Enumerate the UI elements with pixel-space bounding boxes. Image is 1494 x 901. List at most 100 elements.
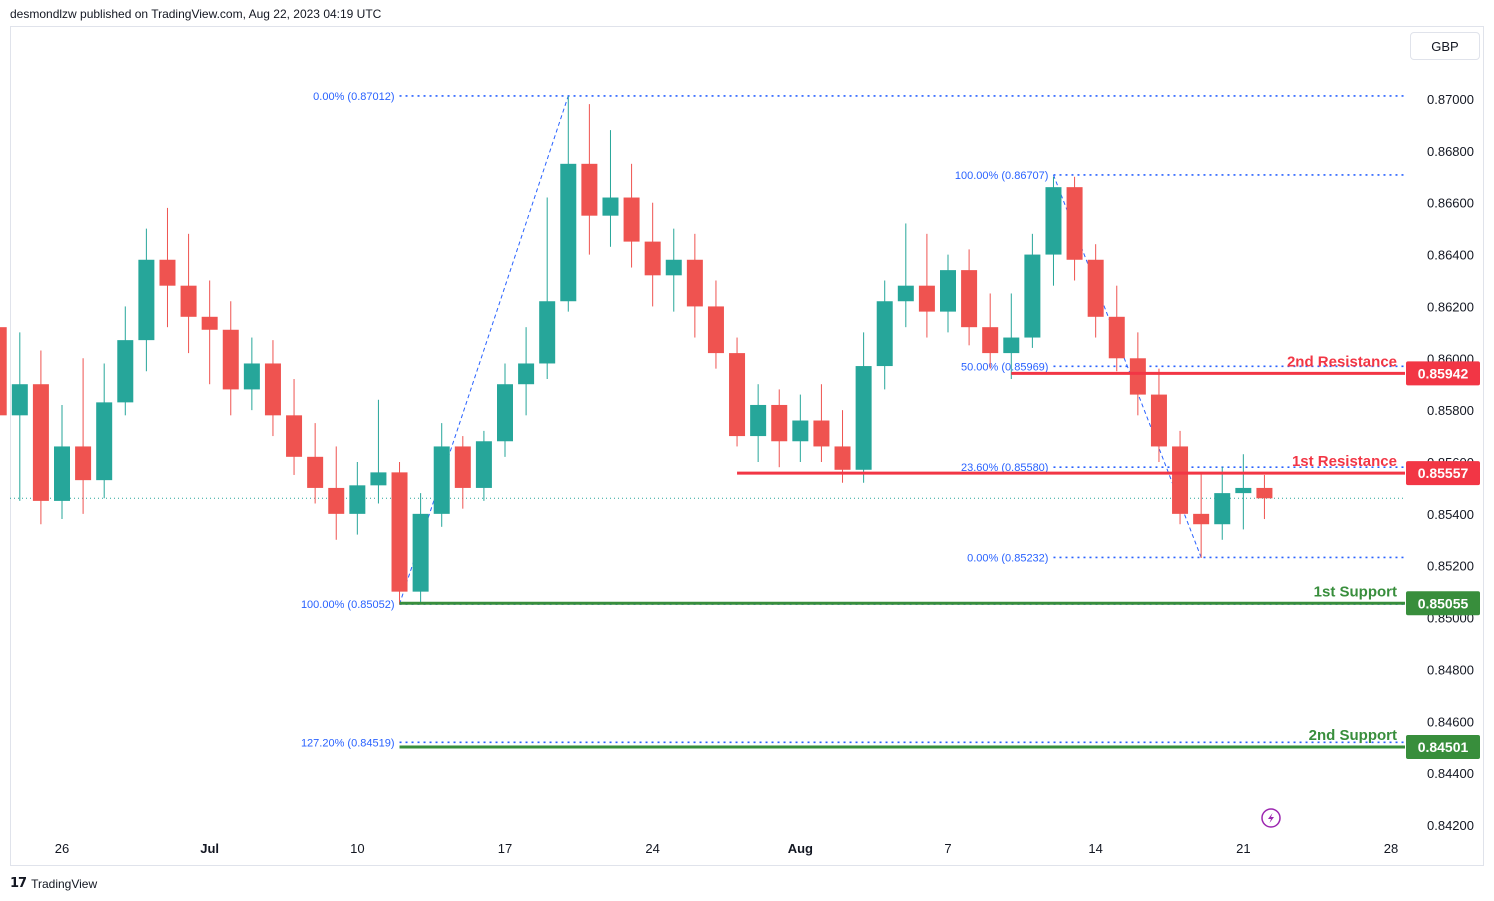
candle-body <box>1045 187 1062 255</box>
fib-level-label: 100.00% (0.86707) <box>955 170 1049 182</box>
candle-body <box>11 384 28 416</box>
level-label: 1st Support <box>1314 583 1397 600</box>
x-tick-label: 7 <box>944 841 951 856</box>
y-tick-label: 0.84400 <box>1427 766 1474 781</box>
candle-body <box>222 329 239 390</box>
candle-body <box>623 197 640 242</box>
time-axis: 26 Jul 10 17 24 Aug 7 14 21 28 <box>55 841 1398 856</box>
candle-body <box>117 340 134 403</box>
price-tag <box>1406 461 1480 486</box>
candle-body <box>264 363 281 416</box>
x-tick-label: 21 <box>1236 841 1250 856</box>
candle-body <box>707 306 724 354</box>
x-tick-label: 17 <box>498 841 512 856</box>
footer: 17 TradingView <box>10 876 97 891</box>
candle-body <box>1172 446 1189 514</box>
candle-body <box>96 402 113 481</box>
candle-body <box>0 327 7 416</box>
candle-body <box>771 404 788 442</box>
x-tick-label: 24 <box>645 841 659 856</box>
candle-body <box>876 301 893 367</box>
x-tick-label: Aug <box>788 841 813 856</box>
candle-body <box>307 456 324 488</box>
candle-body <box>412 513 429 592</box>
price-tag <box>1406 734 1480 759</box>
x-tick-label: 10 <box>350 841 364 856</box>
candles <box>0 96 1273 605</box>
chart-frame <box>10 26 1484 866</box>
candle-body <box>918 285 935 312</box>
publish-info: desmondlzw published on TradingView.com,… <box>10 7 382 21</box>
candle-body <box>602 197 619 216</box>
x-tick-label: 26 <box>55 841 69 856</box>
candle-body <box>243 363 260 390</box>
tradingview-logo-icon[interactable]: 17 <box>10 876 27 891</box>
candle-body <box>1024 254 1041 338</box>
candle-body <box>1003 337 1020 354</box>
candle-body <box>349 485 366 514</box>
candle-body <box>665 259 682 276</box>
candle-body <box>497 384 513 442</box>
fib-lines: 0.00% (0.87012) 100.00% (0.85052) 127.20% … <box>10 91 1405 749</box>
candle-body <box>475 441 492 488</box>
candle-body <box>1235 487 1252 494</box>
candle-body <box>834 446 851 470</box>
candle-body <box>159 259 176 286</box>
fib-level-label: 127.20% (0.84519) <box>301 737 395 749</box>
sr-levels: 2nd Resistance 1st Resistance 1st Support 2… <box>399 353 1405 749</box>
fib-level-label: 0.00% (0.87012) <box>313 91 394 103</box>
candle-body <box>138 259 155 341</box>
candle-body <box>1256 487 1273 499</box>
candle-body <box>180 285 197 317</box>
flash-icon[interactable] <box>1261 808 1281 828</box>
y-tick-label: 0.84600 <box>1427 714 1474 729</box>
brand-name[interactable]: TradingView <box>31 876 98 891</box>
candle-body <box>813 420 830 447</box>
candle-body <box>897 285 914 302</box>
y-tick-label: 0.84200 <box>1427 818 1474 833</box>
candle-body <box>792 420 809 442</box>
price-tag-label: 0.84501 <box>1418 739 1469 755</box>
candle-body <box>1087 259 1104 317</box>
candle-body <box>961 270 978 328</box>
candle-body <box>1108 316 1125 359</box>
y-tick-label: 0.84800 <box>1427 662 1474 677</box>
candle-body <box>75 446 92 481</box>
candle-body <box>286 415 303 457</box>
candle-body <box>982 327 999 354</box>
fib-level-label: 50.00% (0.85969) <box>961 361 1048 373</box>
candle-body <box>644 241 661 276</box>
price-tag-label: 0.85942 <box>1418 365 1469 381</box>
price-tag <box>1406 361 1480 386</box>
price-tags: 0.85942 0.85557 0.85055 0.84501 <box>1406 361 1480 759</box>
candle-body <box>1193 513 1210 525</box>
level-label: 2nd Support <box>1309 727 1397 744</box>
level-label: 2nd Resistance <box>1287 353 1397 370</box>
price-tag <box>1406 591 1480 616</box>
candle-body <box>1066 187 1083 260</box>
fib-trendline <box>399 95 569 605</box>
y-tick-label: 0.86600 <box>1427 196 1474 211</box>
y-tick-label: 0.87000 <box>1427 92 1474 107</box>
x-tick-label: Jul <box>200 841 219 856</box>
candle-body <box>32 384 49 501</box>
candle-body <box>391 472 408 592</box>
x-tick-label: 14 <box>1088 841 1102 856</box>
x-tick-label: 28 <box>1384 841 1398 856</box>
fib-level-label: 0.00% (0.85232) <box>967 552 1048 564</box>
y-tick-label: 0.85200 <box>1427 559 1474 574</box>
candle-body <box>454 446 471 488</box>
y-tick-label: 0.86800 <box>1427 144 1474 159</box>
candle-body <box>750 404 767 437</box>
candle-body <box>518 363 535 385</box>
y-tick-label: 0.85800 <box>1427 403 1474 418</box>
y-tick-label: 0.86200 <box>1427 299 1474 314</box>
price-tag-label: 0.85055 <box>1418 595 1469 611</box>
y-tick-label: 0.86400 <box>1427 248 1474 263</box>
price-tag-label: 0.85557 <box>1418 465 1469 481</box>
currency-button[interactable]: GBP <box>1410 32 1480 60</box>
candle-body <box>581 163 598 216</box>
candle-body <box>1129 358 1146 395</box>
candle-body <box>328 487 345 514</box>
